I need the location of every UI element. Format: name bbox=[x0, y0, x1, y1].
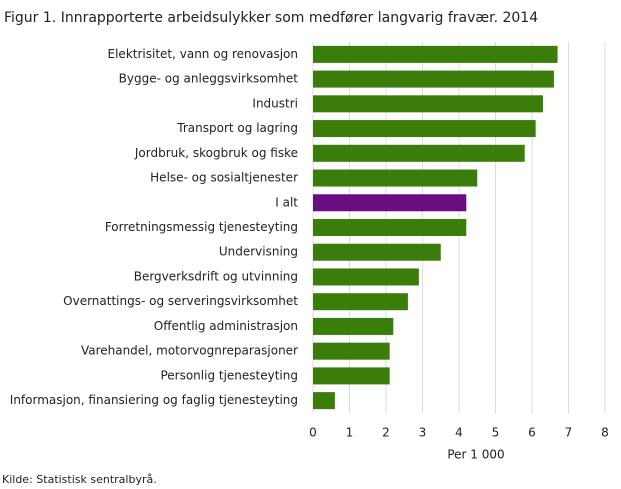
x-tick-label: 7 bbox=[565, 426, 573, 440]
x-tick-label: 1 bbox=[346, 426, 354, 440]
x-tick-label: 3 bbox=[419, 426, 427, 440]
x-tick-label: 6 bbox=[528, 426, 536, 440]
y-tick-label: Helse- og sosialtjenester bbox=[150, 171, 298, 185]
bar bbox=[313, 194, 467, 212]
y-tick-label: Elektrisitet, vann og renovasjon bbox=[108, 47, 298, 61]
bar bbox=[313, 342, 390, 360]
y-tick-label: Undervisning bbox=[219, 245, 298, 259]
bar bbox=[313, 219, 467, 236]
bar bbox=[313, 144, 525, 162]
y-tick-label: Offentlig administrasjon bbox=[154, 319, 298, 333]
bar bbox=[313, 70, 554, 88]
bar bbox=[313, 367, 390, 385]
y-tick-label: Transport og lagring bbox=[176, 121, 298, 135]
bar bbox=[313, 268, 419, 286]
bar bbox=[313, 95, 543, 113]
y-tick-label: Bergverksdrift og utvinning bbox=[134, 269, 298, 283]
y-tick-label: Industri bbox=[252, 96, 298, 110]
y-tick-label: I alt bbox=[275, 195, 298, 209]
y-tick-label: Jordbruk, skogbruk og fiske bbox=[134, 146, 298, 160]
bar bbox=[313, 120, 536, 138]
y-tick-label: Bygge- og anleggsvirksomhet bbox=[119, 72, 299, 86]
y-tick-label: Forretningsmessig tjenesteyting bbox=[105, 220, 298, 234]
bar bbox=[313, 392, 335, 410]
bar bbox=[313, 317, 394, 335]
source: Kilde: Statistisk sentralbyrå. bbox=[2, 473, 157, 486]
y-tick-label: Informasjon, finansiering og faglig tjen… bbox=[10, 393, 298, 407]
x-tick-label: 5 bbox=[492, 426, 500, 440]
y-tick-label: Personlig tjenesteyting bbox=[160, 368, 298, 382]
bar bbox=[313, 169, 478, 187]
x-tick-label: 4 bbox=[455, 426, 463, 440]
bar bbox=[313, 293, 408, 311]
chart-title: Figur 1. Innrapporterte arbeidsulykker s… bbox=[4, 10, 538, 26]
y-tick-label: Overnattings- og serveringsvirksomhet bbox=[63, 294, 298, 308]
x-axis-label: Per 1 000 bbox=[447, 448, 504, 462]
x-tick-label: 8 bbox=[601, 426, 609, 440]
bar bbox=[313, 45, 558, 63]
x-tick-label: 0 bbox=[309, 426, 317, 440]
x-tick-label: 2 bbox=[382, 426, 390, 440]
y-tick-label: Varehandel, motorvognreparasjoner bbox=[81, 344, 298, 358]
bar bbox=[313, 243, 441, 261]
